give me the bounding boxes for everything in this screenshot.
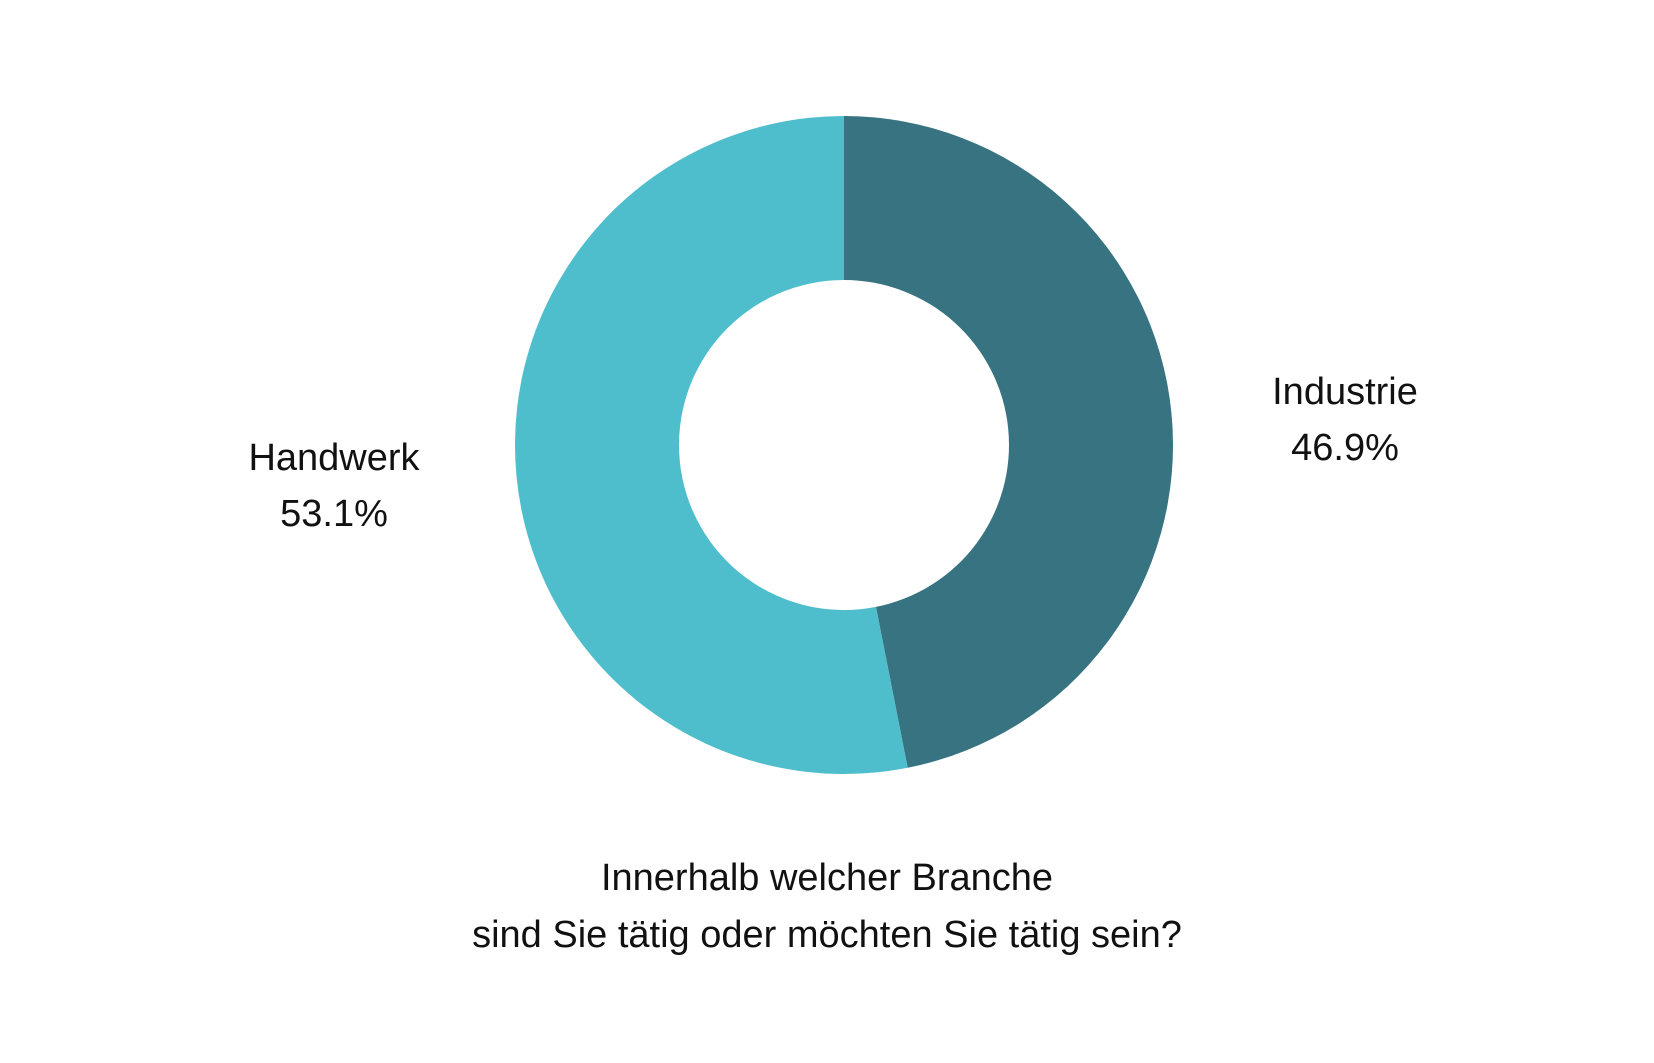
slice-industrie	[844, 116, 1174, 768]
slice-name-industrie: Industrie	[1272, 371, 1418, 413]
slice-value-handwerk: 53.1%	[280, 493, 388, 535]
slice-label-industrie: Industrie 46.9%	[1272, 364, 1418, 476]
chart-title-line-2: sind Sie tätig oder möchten Sie tätig se…	[472, 914, 1182, 956]
slice-handwerk	[515, 116, 908, 775]
slice-name-handwerk: Handwerk	[248, 437, 420, 479]
chart-title-line-1: Innerhalb welcher Branche	[600, 857, 1054, 899]
slice-value-industrie: 46.9%	[1291, 427, 1399, 469]
slice-label-handwerk: Handwerk 53.1%	[248, 430, 419, 542]
chart-title: Innerhalb welcher Branche sind Sie tätig…	[0, 850, 1654, 964]
slices-group	[515, 116, 1174, 775]
